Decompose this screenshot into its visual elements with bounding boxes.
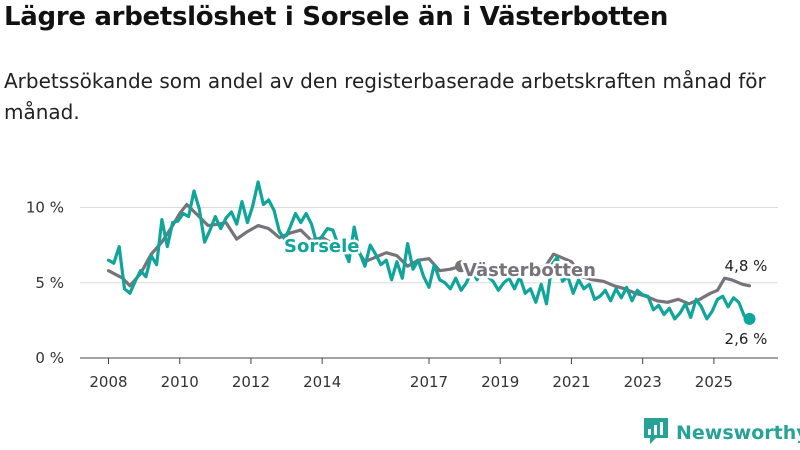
- series-line-v-sterbotten: [106, 202, 463, 288]
- bar-chart-logo-icon: [644, 418, 668, 448]
- end-label-vasterbotten: 4,8 %: [725, 257, 768, 275]
- brand-logo: Newsworthy: [644, 418, 800, 448]
- x-tick-label: 2025: [695, 373, 733, 391]
- y-tick-label: 0 %: [35, 349, 64, 367]
- x-tick-label: 2019: [481, 373, 519, 391]
- x-tick-label: 2014: [303, 373, 341, 391]
- y-tick-label: 10 %: [26, 199, 64, 217]
- end-label-sorsele: 2,6 %: [725, 330, 768, 348]
- x-tick-label: 2021: [552, 373, 590, 391]
- chart-title: Lägre arbetslöshet i Sorsele än i Väster…: [4, 2, 669, 32]
- chart-subtitle: Arbetssökande som andel av den registerb…: [4, 69, 766, 124]
- x-tick-label: 2012: [232, 373, 270, 391]
- series-line-sorsele: [106, 180, 752, 321]
- series-label-sorsele: Sorsele: [284, 236, 360, 257]
- series-label-vasterbotten: Västerbotten: [463, 260, 596, 281]
- end-point-v-sterbotten: [455, 260, 468, 273]
- end-point-sorsele: [743, 312, 756, 325]
- x-tick-label: 2017: [410, 373, 448, 391]
- y-tick-label: 5 %: [35, 274, 64, 292]
- x-tick-label: 2008: [89, 373, 127, 391]
- x-tick-label: 2023: [624, 373, 662, 391]
- brand-name: Newsworthy: [676, 422, 800, 444]
- x-tick-label: 2010: [161, 373, 199, 391]
